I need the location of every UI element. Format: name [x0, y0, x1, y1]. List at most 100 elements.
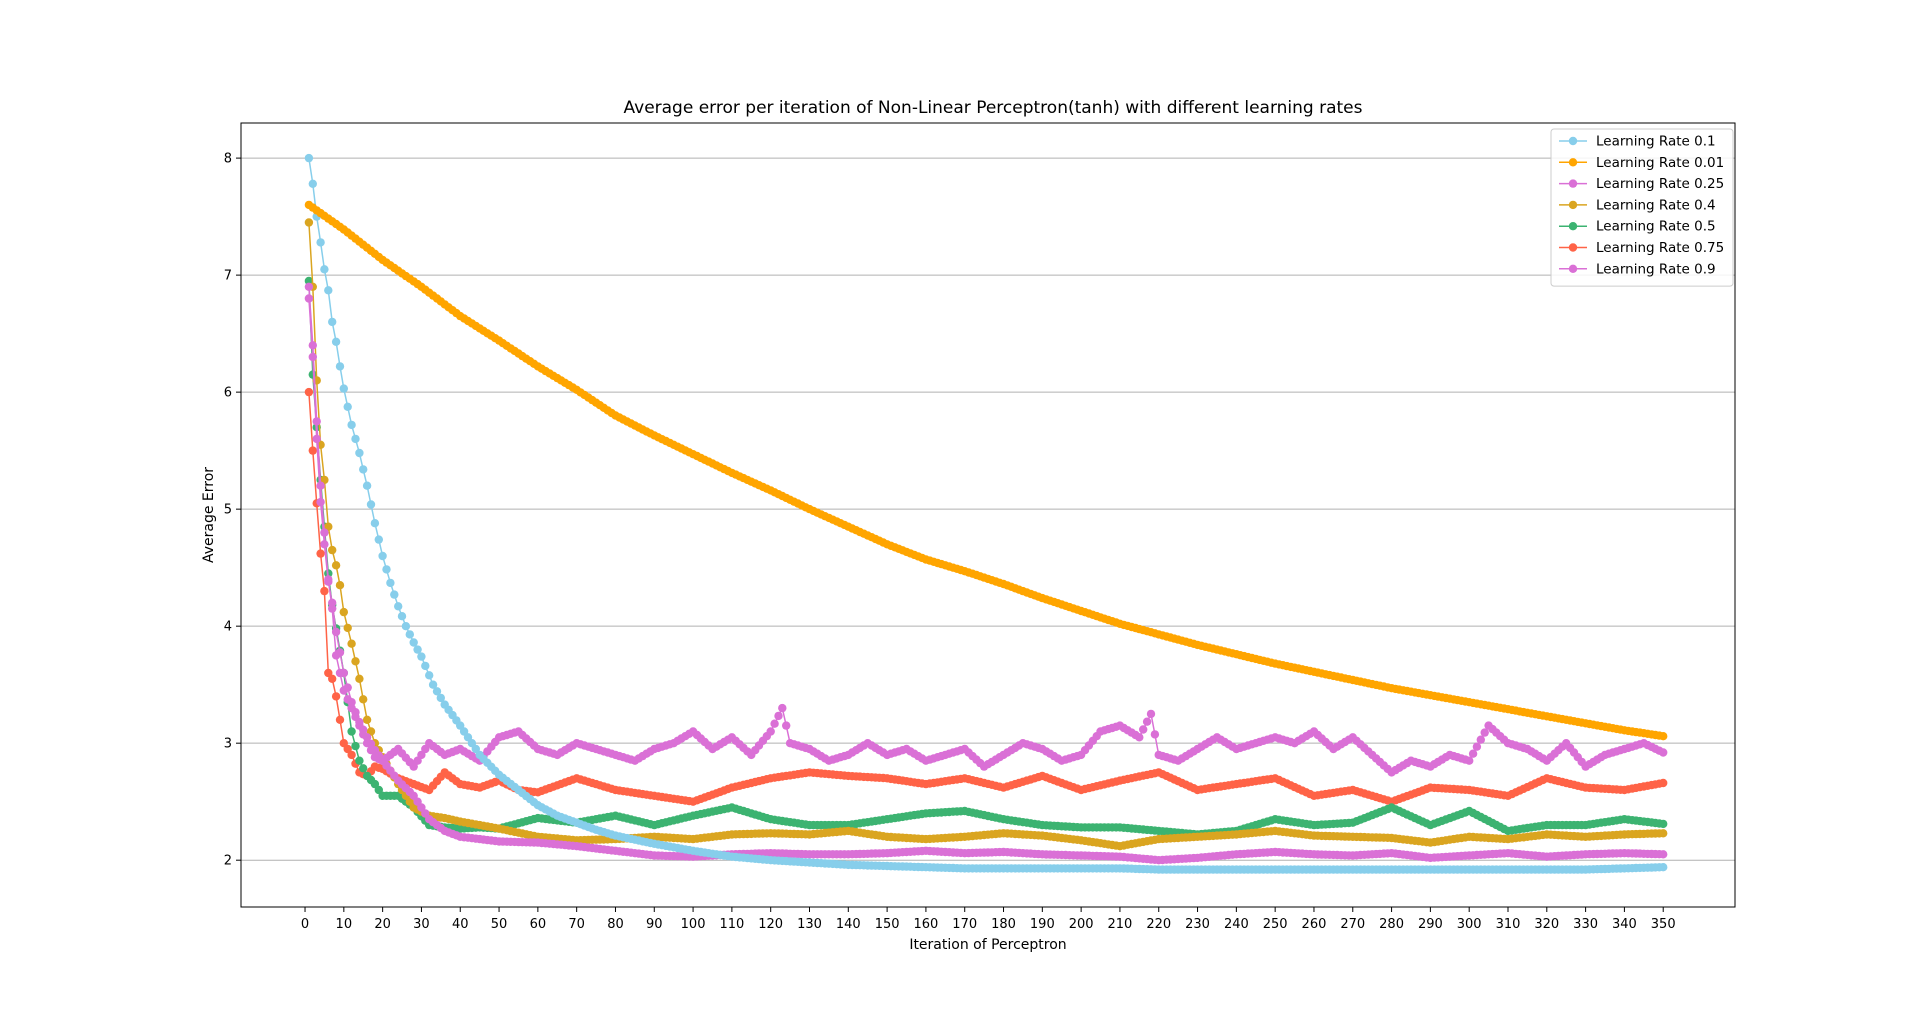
x-tick-label: 190 [1030, 917, 1055, 932]
x-tick-label: 30 [413, 917, 430, 932]
data-point [378, 551, 387, 561]
legend-swatch-marker [1568, 264, 1578, 273]
x-tick-label: 90 [646, 917, 663, 932]
data-point [1468, 749, 1478, 758]
data-point [320, 265, 329, 274]
data-point [362, 481, 372, 490]
y-tick-label: 8 [224, 152, 232, 167]
data-point [405, 630, 414, 639]
data-point [1472, 742, 1482, 751]
x-tick-label: 270 [1340, 917, 1365, 932]
data-point [351, 741, 360, 751]
data-point [335, 715, 345, 724]
data-point [331, 561, 341, 570]
legend-label: Learning Rate 0.25 [1596, 176, 1724, 192]
data-point [366, 746, 376, 755]
x-tick-label: 130 [797, 917, 822, 932]
x-tick-label: 170 [952, 917, 977, 932]
data-point [1659, 732, 1668, 741]
data-point [1659, 748, 1668, 757]
legend-label: Learning Rate 0.4 [1596, 197, 1716, 213]
legend-label: Learning Rate 0.75 [1596, 240, 1724, 256]
x-tick-label: 340 [1612, 917, 1637, 932]
data-point [331, 692, 341, 701]
data-point [304, 387, 314, 397]
y-tick-label: 7 [224, 269, 232, 284]
data-point [339, 384, 348, 393]
data-point [351, 712, 360, 722]
data-point [463, 733, 473, 742]
x-axis: 0 10 20 30 40 50 60 70 80 90 100 110 120 130 140 150 160… [301, 907, 1676, 932]
legend-box [1550, 128, 1734, 287]
x-tick-label: 60 [530, 917, 547, 932]
data-point [347, 750, 356, 760]
data-point [409, 762, 418, 771]
data-point [347, 727, 356, 736]
x-tick-label: 240 [1224, 917, 1249, 932]
series-5 [304, 387, 1668, 806]
x-tick-label: 320 [1534, 917, 1559, 932]
data-point [339, 686, 348, 695]
data-point [355, 721, 364, 730]
data-point [425, 671, 434, 680]
data-point [413, 645, 422, 654]
series-1 [304, 200, 1668, 741]
x-axis-label: Iteration of Perceptron [909, 937, 1066, 953]
legend-swatch-marker [1568, 222, 1578, 231]
data-point [382, 565, 391, 574]
data-point [370, 519, 380, 528]
data-point [374, 535, 383, 544]
x-tick-label: 180 [991, 917, 1016, 932]
data-point [320, 528, 329, 537]
legend-label: Learning Rate 0.01 [1596, 155, 1724, 171]
data-point [362, 715, 372, 724]
data-point [328, 674, 337, 683]
data-point [456, 721, 465, 730]
data-point [1659, 778, 1668, 788]
data-point [343, 623, 352, 633]
data-point [308, 446, 317, 455]
x-tick-label: 280 [1379, 917, 1404, 932]
data-point [308, 341, 317, 350]
x-tick-label: 300 [1457, 917, 1482, 932]
x-tick-label: 250 [1263, 917, 1288, 932]
series-0 [304, 153, 1668, 874]
data-point [359, 465, 368, 474]
data-point [417, 803, 426, 812]
data-point [770, 719, 779, 728]
data-point [362, 739, 372, 748]
x-tick-label: 110 [719, 917, 744, 932]
data-point [409, 791, 418, 800]
x-tick-label: 290 [1418, 917, 1443, 932]
data-point [766, 727, 775, 736]
data-point [335, 581, 345, 590]
legend-label: Learning Rate 0.9 [1596, 261, 1716, 277]
data-point [436, 693, 445, 703]
data-point [343, 744, 352, 754]
data-point [1142, 717, 1152, 726]
data-point [324, 575, 333, 584]
x-tick-label: 140 [836, 917, 861, 932]
data-point [343, 695, 352, 704]
data-point [359, 764, 368, 773]
data-point [347, 420, 356, 430]
data-point [347, 639, 356, 648]
data-point [304, 153, 314, 163]
data-point [328, 545, 337, 555]
x-tick-label: 0 [301, 917, 309, 932]
data-point [320, 540, 329, 549]
data-point [304, 282, 314, 291]
x-tick-label: 80 [607, 917, 624, 932]
data-point [1465, 756, 1474, 765]
data-point [1659, 819, 1668, 829]
legend-label: Learning Rate 0.5 [1596, 219, 1716, 235]
x-tick-label: 350 [1651, 917, 1676, 932]
legend-swatch-marker [1568, 179, 1578, 188]
data-point [320, 586, 329, 596]
data-point [316, 497, 325, 507]
x-tick-label: 310 [1496, 917, 1521, 932]
data-point [401, 622, 411, 631]
x-tick-label: 220 [1146, 917, 1171, 932]
legend-swatch-marker [1568, 243, 1578, 252]
data-point [370, 779, 380, 789]
